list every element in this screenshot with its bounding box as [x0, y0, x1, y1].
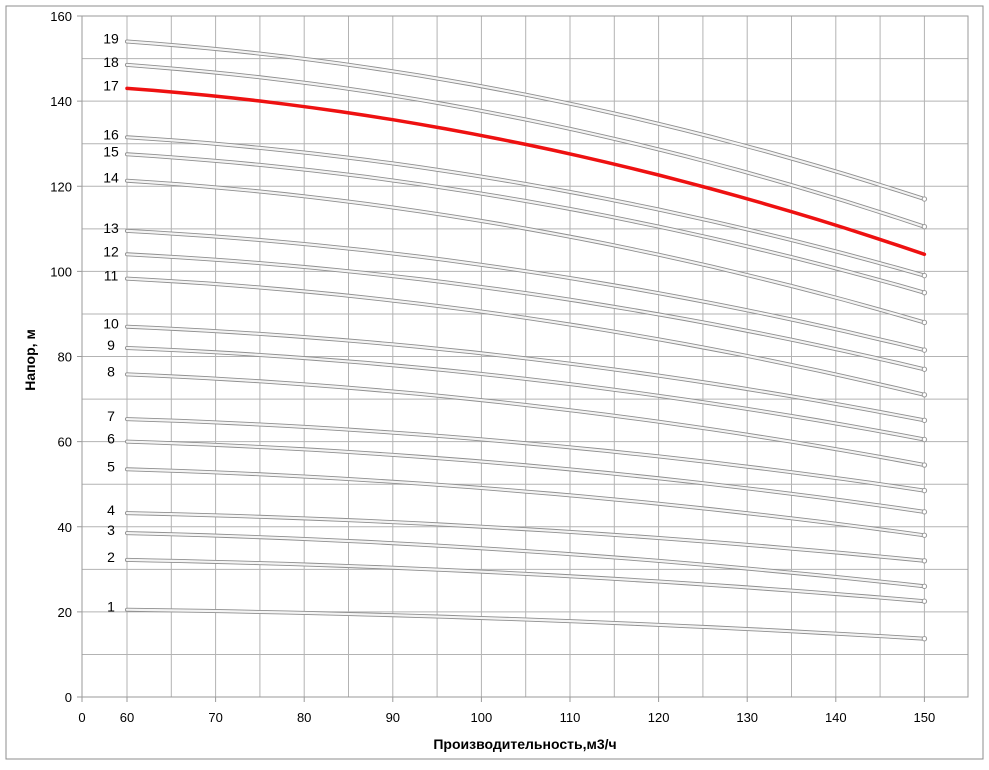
series-end-point-12: [921, 366, 928, 372]
series-end-point-19: [921, 196, 928, 202]
series-line-19: [125, 40, 926, 201]
curves: [125, 39, 928, 642]
y-tick-label: 120: [50, 179, 72, 194]
y-tick-label: 40: [58, 520, 72, 535]
series-line-13: [125, 229, 926, 352]
series-line-5: [125, 468, 926, 537]
series-end-point-8: [921, 462, 928, 468]
series-label-10: 10: [103, 316, 119, 332]
series-end-point-1: [921, 635, 928, 642]
series-line-12: [125, 253, 926, 371]
series-line-16: [125, 136, 926, 277]
series-line-9: [125, 346, 926, 441]
series-end-point-3: [921, 583, 928, 590]
series-label-17: 17: [103, 77, 119, 93]
series-end-point-13: [921, 347, 928, 353]
series-label-7: 7: [107, 408, 115, 424]
series-line-3: [125, 531, 926, 588]
series-label-3: 3: [107, 522, 115, 538]
y-tick-label: 80: [58, 350, 72, 365]
series-end-point-4: [921, 558, 928, 564]
x-tick-label: 120: [648, 710, 670, 725]
series-line-8: [125, 373, 926, 467]
x-tick-label: 60: [120, 710, 134, 725]
x-tick-label: 80: [297, 710, 311, 725]
series-end-point-15: [921, 289, 928, 296]
series-label-1: 1: [107, 599, 115, 615]
y-tick-label: 140: [50, 94, 72, 109]
chart-border: [5, 5, 984, 760]
series-end-point-6: [921, 509, 928, 515]
x-tick-label: 110: [560, 710, 581, 725]
series-label-12: 12: [103, 243, 119, 259]
series-line-2: [125, 558, 926, 603]
x-tick-label: 70: [208, 710, 222, 725]
series-line-17: [125, 86, 927, 257]
series-line-10: [125, 325, 926, 422]
x-tick-label: 150: [914, 710, 936, 725]
series-end-point-9: [921, 436, 928, 443]
series-end-point-14: [921, 319, 928, 326]
series-line-15: [125, 153, 926, 294]
series-line-6: [125, 440, 926, 513]
y-axis-title: Напор, м: [22, 329, 38, 391]
series-line-7: [125, 418, 926, 492]
series-end-point-7: [921, 487, 928, 494]
x-tick-label: 90: [386, 710, 400, 725]
series-label-16: 16: [103, 126, 119, 142]
series-label-2: 2: [107, 549, 115, 565]
series-end-point-16: [921, 272, 928, 279]
x-tick-label: 100: [471, 710, 493, 725]
y-tick-label: 60: [58, 435, 72, 450]
series-end-point-18: [921, 223, 928, 230]
y-tick-label: 160: [50, 9, 72, 24]
series-line-14: [125, 179, 926, 324]
x-axis-title: Производительность,м3/ч: [433, 736, 616, 752]
series-label-19: 19: [103, 31, 119, 47]
series-end-point-5: [921, 532, 928, 538]
series-end-point-10: [921, 417, 928, 424]
series-label-18: 18: [103, 54, 119, 70]
series-label-4: 4: [107, 502, 115, 518]
x-tick-label: 130: [736, 710, 758, 725]
series-label-8: 8: [107, 363, 115, 379]
x-tick-label: 0: [78, 710, 85, 725]
x-tick-label: 140: [825, 710, 847, 725]
y-tick-label: 20: [58, 605, 72, 620]
series-label-5: 5: [107, 458, 115, 474]
series-label-6: 6: [107, 431, 115, 447]
series-line-4: [125, 511, 926, 562]
series-label-13: 13: [103, 220, 119, 236]
series-label-9: 9: [107, 337, 115, 353]
series-line-18: [125, 63, 926, 228]
series-label-14: 14: [103, 170, 119, 186]
series-end-point-11: [921, 392, 928, 398]
series-line-1: [125, 608, 926, 640]
series-label-15: 15: [103, 143, 119, 159]
series-line-11: [125, 277, 926, 396]
series-label-11: 11: [104, 268, 119, 284]
y-tick-label: 0: [65, 690, 72, 705]
y-tick-label: 100: [50, 264, 72, 279]
series-end-point-2: [921, 598, 928, 604]
